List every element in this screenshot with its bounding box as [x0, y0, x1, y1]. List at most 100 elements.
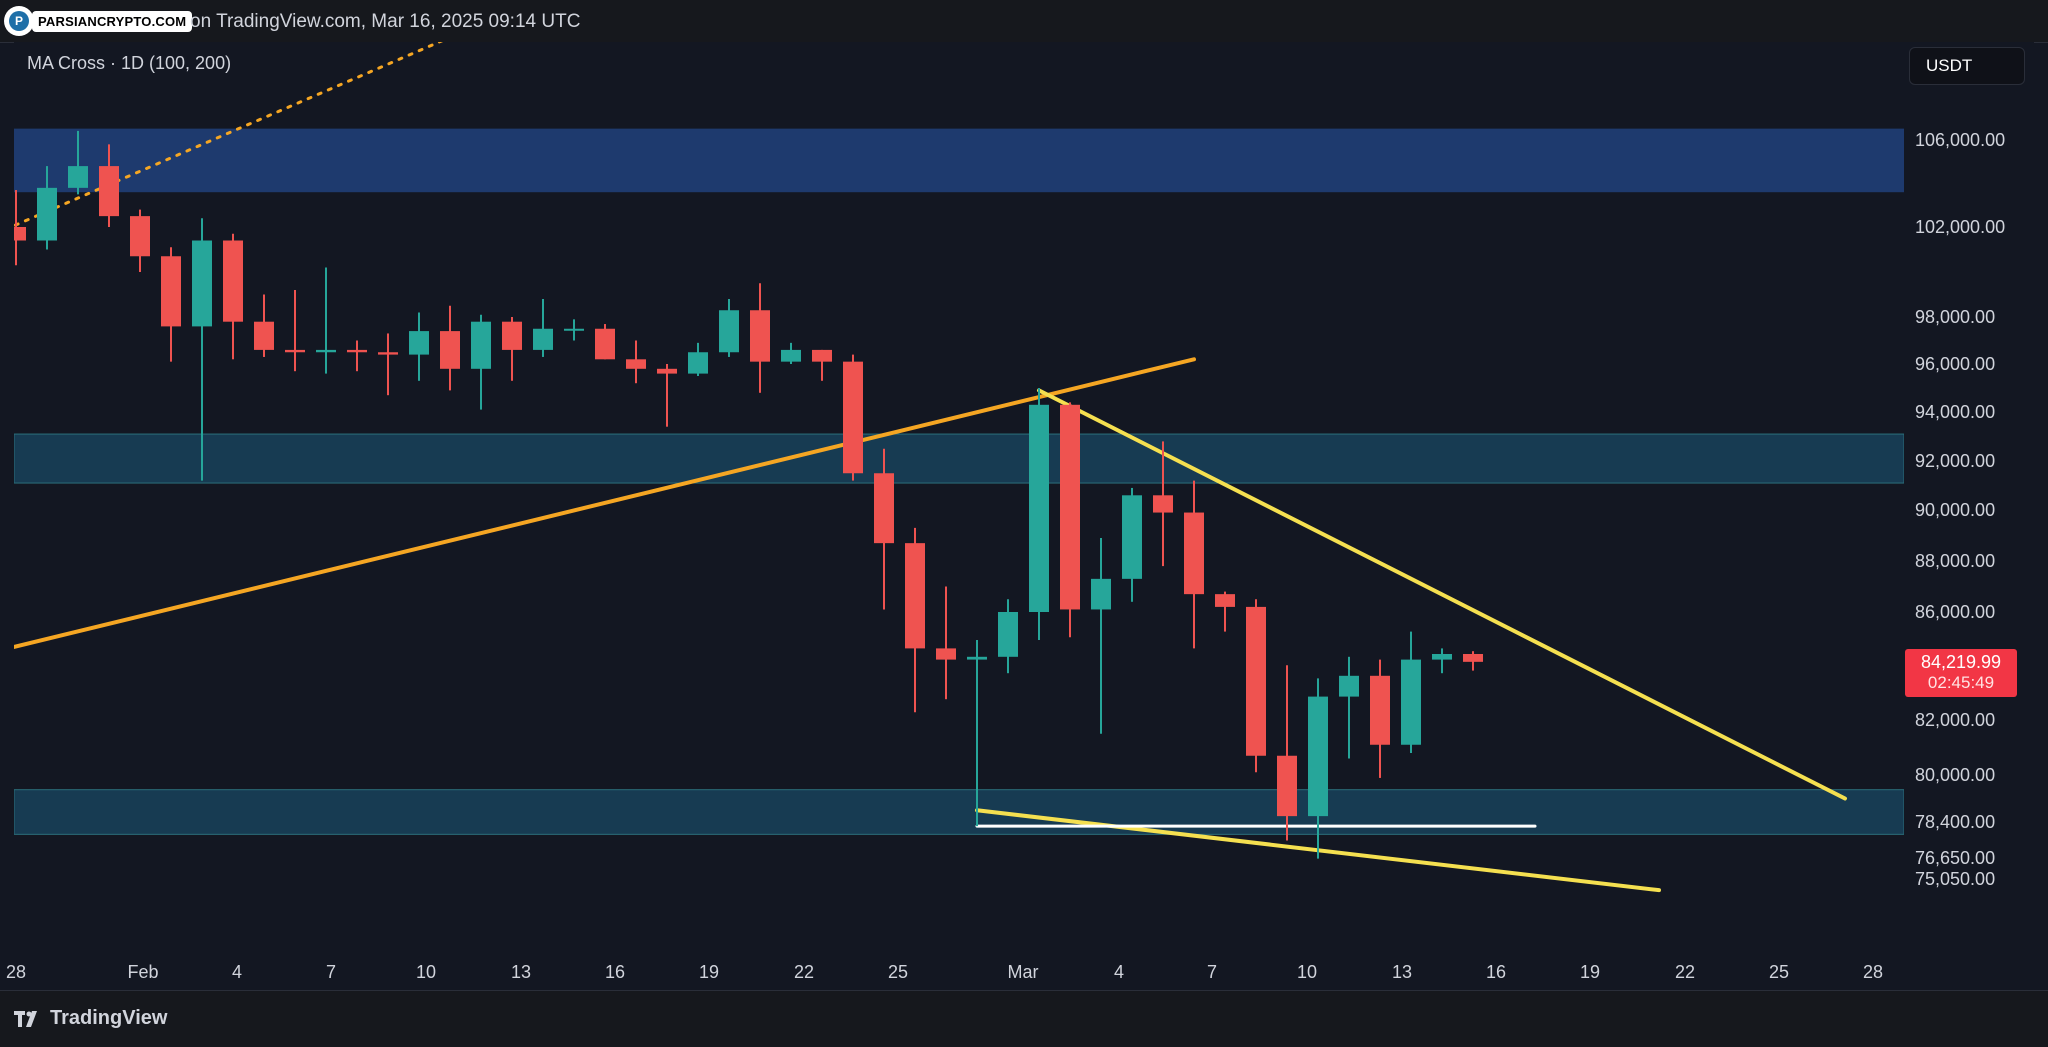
candle-body: [874, 473, 894, 544]
candle: [1401, 631, 1421, 753]
candle: [99, 144, 119, 227]
candle: [688, 342, 708, 376]
time-tick-label: 13: [510, 962, 532, 982]
time-tick-label: 7: [325, 962, 337, 982]
price-chart[interactable]: [14, 42, 1904, 990]
price-tick-label: 75,050.00: [1915, 869, 1996, 889]
candle: [874, 448, 894, 610]
candle-body: [285, 349, 305, 353]
price-tick-label: 88,000.00: [1915, 551, 1996, 571]
currency-button[interactable]: USDT: [1909, 47, 2025, 85]
candle-body: [564, 328, 584, 331]
candle: [68, 130, 88, 195]
price-tick-label: 94,000.00: [1915, 402, 1996, 422]
candle: [378, 333, 398, 396]
candles-layer: [14, 130, 1483, 859]
candle-body: [68, 166, 88, 188]
time-tick-label: 25: [887, 962, 909, 982]
candle-body: [843, 361, 863, 474]
time-tick-label: 4: [1113, 962, 1125, 982]
candle-body: [254, 321, 274, 350]
candle-body: [37, 187, 57, 241]
candle: [502, 317, 522, 381]
trendline-wedge-top-yellow: [1037, 388, 1847, 801]
time-tick-label: Mar: [1007, 962, 1039, 982]
price-tick-label: 106,000.00: [1915, 130, 2006, 150]
zone-resistance: [14, 433, 1904, 484]
candle-body: [1277, 755, 1297, 817]
candle: [719, 299, 739, 357]
price-tick-label: 80,000.00: [1915, 765, 1996, 785]
price-tick-label: 76,650.00: [1915, 848, 1996, 868]
candle: [1246, 599, 1266, 773]
candle: [347, 340, 367, 372]
candle: [936, 586, 956, 700]
candle: [1432, 648, 1452, 674]
trendline-dotted-orange: [14, 42, 443, 228]
candle: [564, 319, 584, 341]
bottom-bar: TradingView: [0, 990, 2048, 1047]
candle-body: [502, 321, 522, 350]
time-tick-label: 13: [1391, 962, 1413, 982]
candle-body: [378, 352, 398, 355]
time-tick-label: 16: [604, 962, 626, 982]
candle: [1463, 651, 1483, 671]
candle: [998, 599, 1018, 674]
candle: [192, 218, 212, 481]
candle: [1029, 388, 1049, 640]
last-price-value: 84,219.99: [1920, 652, 2002, 672]
price-tick-label: 90,000.00: [1915, 500, 1996, 520]
candle-body: [471, 321, 491, 369]
chart-area[interactable]: [14, 42, 2034, 990]
candle-body: [533, 328, 553, 350]
candle: [843, 354, 863, 481]
candle-body: [1184, 512, 1204, 595]
candle-body: [1432, 654, 1452, 660]
time-tick-label: 10: [1296, 962, 1318, 982]
time-tick-label: 28: [5, 962, 27, 982]
candle-body: [1091, 578, 1111, 610]
candle: [1122, 487, 1142, 602]
price-tick-label: 102,000.00: [1915, 217, 2006, 237]
candle: [533, 299, 553, 357]
candle: [595, 324, 615, 360]
candle: [14, 190, 26, 266]
indicator-label[interactable]: MA Cross · 1D (100, 200): [27, 53, 232, 73]
candle: [812, 349, 832, 381]
tradingview-logo-icon: [14, 1010, 37, 1027]
zones-layer: [14, 128, 1904, 835]
time-tick-label: 10: [415, 962, 437, 982]
candle: [440, 305, 460, 391]
candle-body: [161, 256, 181, 327]
candle: [285, 290, 305, 372]
candle-body: [316, 349, 336, 353]
candle-body: [440, 331, 460, 369]
tradingview-brand[interactable]: TradingView: [14, 1007, 167, 1030]
candle: [905, 527, 925, 713]
candle-body: [409, 331, 429, 355]
time-tick-label: 25: [1768, 962, 1790, 982]
watermark-logo-icon: P: [4, 6, 34, 36]
trendline-solid-orange: [14, 357, 1196, 649]
time-tick-label: 4: [231, 962, 243, 982]
candle-body: [905, 543, 925, 649]
candle-body: [1122, 495, 1142, 579]
zone-support: [14, 789, 1904, 835]
candle-body: [626, 359, 646, 369]
candle-body: [657, 368, 677, 374]
candle: [1184, 480, 1204, 649]
candle-body: [192, 240, 212, 327]
candle-body: [1215, 594, 1235, 607]
price-tick-label: 96,000.00: [1915, 354, 1996, 374]
time-tick-label: 19: [698, 962, 720, 982]
snapshot-caption: on TradingView.com, Mar 16, 2025 09:14 U…: [190, 11, 581, 32]
candle-body: [781, 349, 801, 362]
candle: [130, 209, 150, 272]
candle-body: [688, 352, 708, 374]
candle: [254, 294, 274, 357]
candle: [1339, 656, 1359, 759]
zone-supply: [14, 128, 1904, 193]
candle: [657, 364, 677, 427]
candle-body: [812, 349, 832, 362]
candle-body: [1029, 404, 1049, 612]
